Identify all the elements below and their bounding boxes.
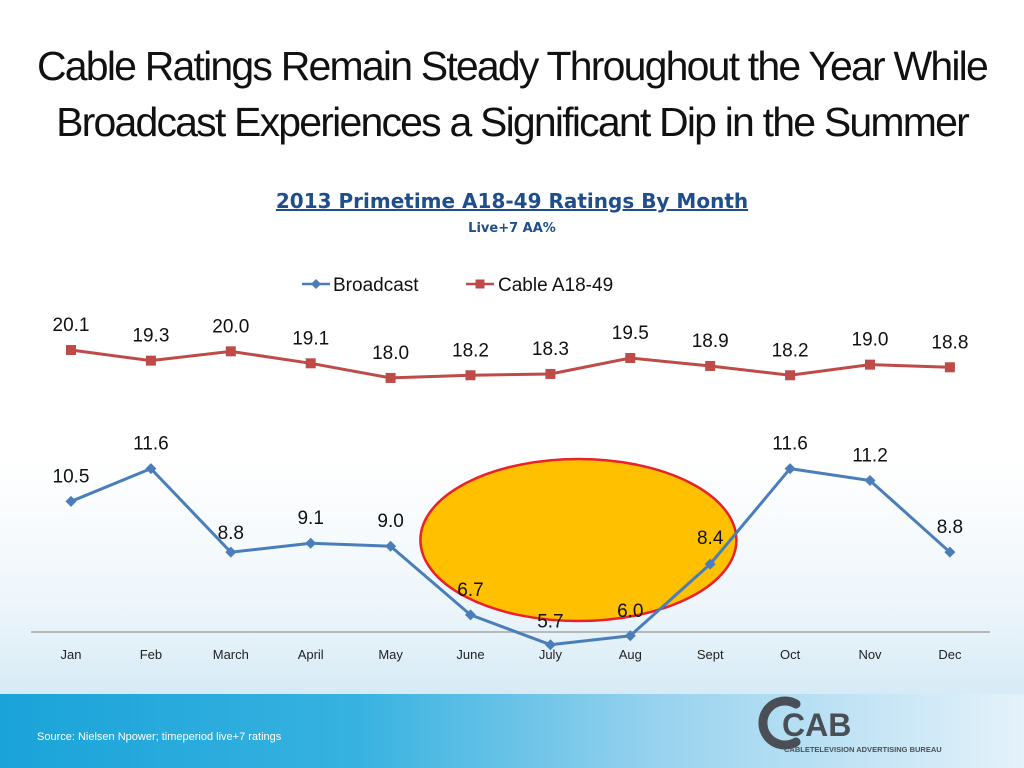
data-label: 18.2 <box>452 340 489 361</box>
data-point-marker <box>624 630 636 642</box>
summer-dip-highlight <box>419 457 738 623</box>
cab-logo-text: CAB <box>782 707 851 743</box>
legend-marker-diamond <box>311 279 321 289</box>
data-label: 19.3 <box>132 326 169 347</box>
data-point-marker <box>225 546 237 558</box>
slide-title: Cable Ratings Remain Steady Throughout t… <box>0 38 1024 150</box>
legend-label: Cable A18-49 <box>498 275 613 296</box>
x-tick-label: June <box>456 647 484 662</box>
data-label: 19.0 <box>852 330 889 351</box>
data-point-marker <box>545 368 556 379</box>
x-tick-label: Dec <box>938 647 962 662</box>
data-label: 18.8 <box>931 332 968 353</box>
data-point-marker <box>705 360 716 371</box>
x-tick-label: Jan <box>61 647 82 662</box>
data-point-marker <box>305 537 317 549</box>
data-point-marker <box>704 558 716 570</box>
data-label: 18.2 <box>772 340 809 361</box>
data-label: 11.2 <box>852 446 888 467</box>
data-point-marker <box>625 352 636 363</box>
data-label: 10.5 <box>53 466 90 487</box>
chart-subtitle: Live+7 AA% <box>468 221 556 236</box>
x-tick-label: April <box>298 647 324 662</box>
data-label: 11.6 <box>133 434 169 455</box>
data-point-marker <box>785 370 796 381</box>
data-label: 8.8 <box>218 523 244 544</box>
ratings-line-chart: Jan Feb March April May June July Aug Sept Oct Nov… <box>31 275 990 662</box>
chart-title: 2013 Primetime A18-49 Ratings By Month <box>275 189 749 213</box>
data-point-marker <box>385 540 397 552</box>
data-point-marker <box>465 609 476 621</box>
data-label: 5.7 <box>537 612 563 633</box>
data-point-marker <box>145 463 157 475</box>
data-point-marker <box>544 639 556 651</box>
data-point-marker <box>944 362 955 373</box>
data-label: 18.0 <box>372 343 409 364</box>
data-label: 20.0 <box>212 316 249 337</box>
data-point-marker <box>225 346 236 357</box>
footer-bar <box>0 694 1024 768</box>
data-label: 18.3 <box>532 339 569 360</box>
series-line-cable <box>70 348 950 380</box>
data-label: 19.1 <box>292 328 329 349</box>
x-tick-label: Oct <box>780 647 801 662</box>
data-label: 11.6 <box>772 434 808 455</box>
x-tick-label: March <box>213 647 249 662</box>
legend-label: Broadcast <box>333 275 419 296</box>
data-point-marker <box>944 546 956 558</box>
data-label: 9.0 <box>377 511 403 532</box>
data-point-marker <box>864 475 876 487</box>
x-tick-label: July <box>539 647 563 662</box>
data-point-marker <box>784 463 796 475</box>
legend-marker-square <box>475 279 485 289</box>
x-tick-label: Aug <box>619 647 642 662</box>
footer-source: Source: Nielsen Npower; timeperiod live+… <box>37 731 282 743</box>
data-label: 9.1 <box>297 508 323 529</box>
data-point-marker <box>305 358 316 369</box>
cab-logo: CAB CABLETELEVISION ADVERTISING BUREAU <box>758 696 942 754</box>
cab-logo-tagline: CABLETELEVISION ADVERTISING BUREAU <box>784 745 942 754</box>
data-point-marker <box>65 495 77 507</box>
x-tick-label: Feb <box>140 647 162 662</box>
series-line-broadcast <box>70 466 951 647</box>
data-label: 20.1 <box>53 315 90 336</box>
data-label: 18.9 <box>692 331 729 352</box>
x-tick-label: Nov <box>858 647 882 662</box>
data-label: 8.8 <box>937 517 963 538</box>
data-point-marker <box>385 372 396 383</box>
slide-title-line-2: Broadcast Experiences a Significant Dip … <box>56 99 970 145</box>
data-point-marker <box>66 345 76 355</box>
x-tick-label: May <box>378 647 403 662</box>
data-point-marker <box>465 370 476 381</box>
data-point-marker <box>865 359 875 370</box>
data-point-marker <box>145 355 156 366</box>
x-tick-label: Sept <box>697 647 724 662</box>
slide-title-line-1: Cable Ratings Remain Steady Throughout t… <box>37 43 989 89</box>
data-label: 6.7 <box>457 580 483 601</box>
data-label: 6.0 <box>617 601 643 622</box>
data-label: 19.5 <box>612 323 649 344</box>
data-label: 8.4 <box>697 528 724 549</box>
